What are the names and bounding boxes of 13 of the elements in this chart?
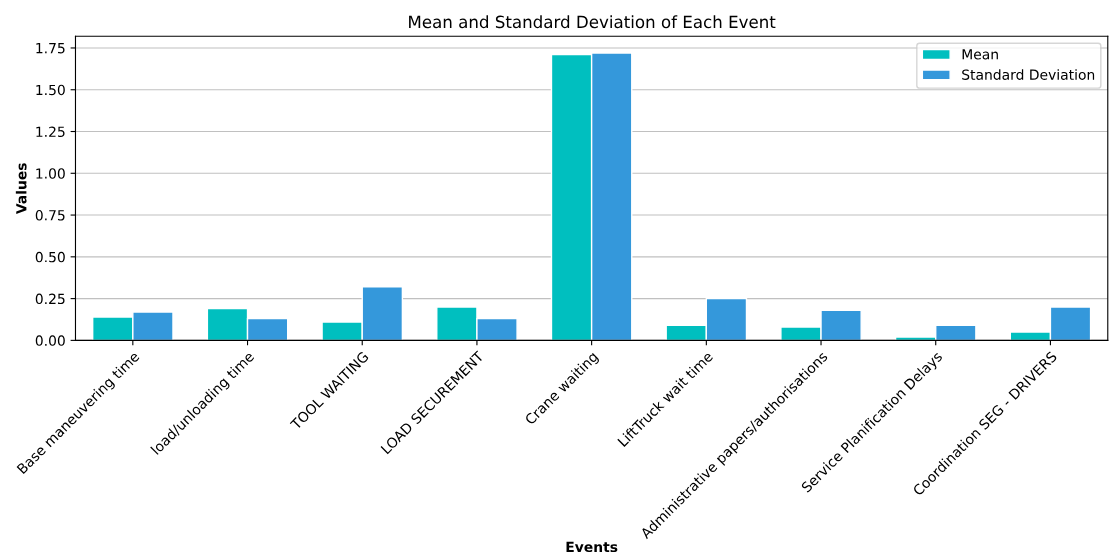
y-tick-label: 0.50 bbox=[35, 251, 65, 263]
y-tick-label: 1.75 bbox=[36, 43, 65, 54]
y-tick-label: 1.00 bbox=[36, 168, 65, 179]
legend-label: Mean bbox=[962, 49, 998, 60]
chart-title: Mean and Standard Deviation of Each Event bbox=[409, 15, 776, 29]
x-axis-title: Events bbox=[566, 541, 618, 553]
y-tick-label: 1.50 bbox=[36, 84, 65, 96]
y-tick-label: 0.75 bbox=[35, 210, 65, 221]
y-axis-title: Values bbox=[15, 163, 27, 215]
y-tick-label: 0.00 bbox=[35, 335, 65, 346]
y-tick-label: 0.25 bbox=[35, 293, 65, 305]
legend-label: Standard Deviation bbox=[962, 69, 1095, 80]
y-tick-label: 1.25 bbox=[36, 126, 65, 137]
